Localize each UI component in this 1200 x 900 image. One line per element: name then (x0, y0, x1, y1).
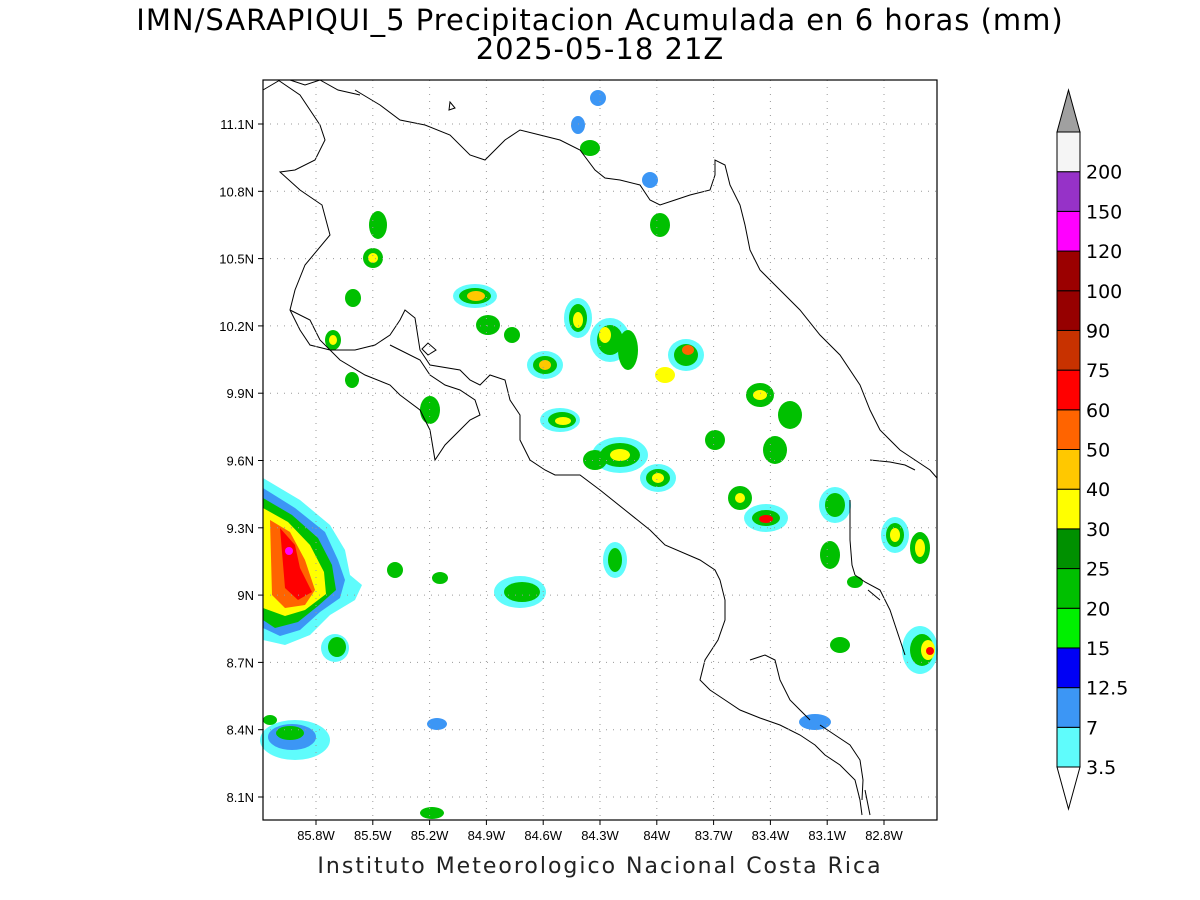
colorbar-segment (1056, 488, 1081, 530)
colorbar-label: 50 (1086, 440, 1110, 462)
island-outline-nicoya (421, 342, 437, 356)
longitude-axis: 85.8W 85.5W 85.2W 84.9W 84.6W 84.3W 84W 83.7W 83… (297, 820, 904, 843)
colorbar-label: 100 (1086, 281, 1122, 303)
colorbar-over-triangle (1056, 88, 1081, 133)
lat-tick-label: 9N (237, 588, 254, 603)
precip-cell-east (902, 626, 938, 674)
lon-tick-label: 84W (643, 828, 670, 843)
lat-tick-label: 8.4N (227, 723, 254, 738)
colorbar-label: 25 (1086, 559, 1110, 581)
colorbar-segment (1056, 131, 1081, 173)
precipitation-field (260, 90, 938, 819)
lon-tick-label: 83.4W (752, 828, 790, 843)
colorbar-under-triangle (1056, 766, 1081, 811)
colorbar-segment (1056, 528, 1081, 570)
colorbar-segment (1056, 329, 1081, 371)
lon-tick-label: 84.3W (581, 828, 619, 843)
lon-tick-label: 84.6W (524, 828, 562, 843)
lon-tick-label: 84.9W (468, 828, 506, 843)
latitude-axis: 11.1N 10.8N 10.5N 10.2N 9.9N 9.6N 9.3N 9N 8.7N 8.… (219, 117, 263, 805)
colorbar-label: 15 (1086, 638, 1110, 660)
colorbar-segment (1056, 409, 1081, 450)
colorbar-segment (1056, 290, 1081, 331)
lat-tick-label: 10.2N (219, 319, 254, 334)
island-outline (448, 100, 456, 111)
lon-tick-label: 83.1W (808, 828, 846, 843)
colorbar-label: 120 (1086, 241, 1122, 263)
colorbar-label: 200 (1086, 162, 1122, 184)
colorbar-label: 150 (1086, 201, 1122, 223)
coastlines (262, 79, 938, 816)
colorbar-segment (1056, 171, 1081, 212)
colorbar-label: 40 (1086, 479, 1110, 501)
colorbar-label: 75 (1086, 360, 1110, 382)
map-title: IMN/SARAPIQUI_5 Precipitacion Acumulada … (136, 3, 1064, 37)
lon-tick-label: 85.8W (297, 828, 335, 843)
colorbar-label: 3.5 (1086, 757, 1116, 779)
lat-tick-label: 9.3N (227, 521, 254, 536)
precip-cells-northwest (325, 90, 670, 424)
colorbar-label: 7 (1086, 717, 1098, 739)
lat-tick-label: 9.9N (227, 386, 254, 401)
colorbar-label: 60 (1086, 400, 1110, 422)
precip-cell-sw-lower (260, 715, 330, 760)
lon-tick-label: 82.8W (865, 828, 903, 843)
colorbar-segment (1056, 369, 1081, 411)
colorbar-segment (1056, 250, 1081, 292)
colorbar-label: 20 (1086, 598, 1110, 620)
lon-tick-label: 85.5W (354, 828, 392, 843)
colorbar-segment (1056, 687, 1081, 728)
lat-tick-label: 9.6N (227, 454, 254, 469)
lat-tick-label: 11.1N (220, 117, 254, 132)
colorbar-label: 90 (1086, 320, 1110, 342)
colorbar-segment (1056, 607, 1081, 649)
colorbar-legend: 3.5 7 12.5 15 20 25 30 40 50 60 75 90 100 120 150 200 (1056, 88, 1128, 811)
map-valid-time: 2025-05-18 21Z (475, 32, 725, 66)
lon-tick-label: 85.2W (411, 828, 449, 843)
precip-band-central (453, 284, 930, 569)
colorbar-segment (1056, 210, 1081, 252)
credit-footer: Instituto Meteorologico Nacional Costa R… (317, 854, 883, 879)
lat-tick-label: 10.5N (219, 252, 254, 267)
colorbar-segment (1056, 647, 1081, 689)
colorbar-label: 12.5 (1086, 678, 1128, 700)
colorbar-segment (1056, 568, 1081, 609)
lon-tick-label: 83.7W (695, 828, 733, 843)
lat-tick-label: 8.1N (227, 790, 254, 805)
precip-cell-sw (263, 478, 362, 645)
map-gridlines (263, 80, 937, 820)
colorbar-label: 30 (1086, 519, 1110, 541)
precip-cells-south (321, 542, 863, 819)
lat-tick-label: 8.7N (227, 655, 254, 670)
colorbar-segment (1056, 726, 1081, 768)
colorbar-segment (1056, 449, 1081, 490)
lat-tick-label: 10.8N (219, 184, 254, 199)
